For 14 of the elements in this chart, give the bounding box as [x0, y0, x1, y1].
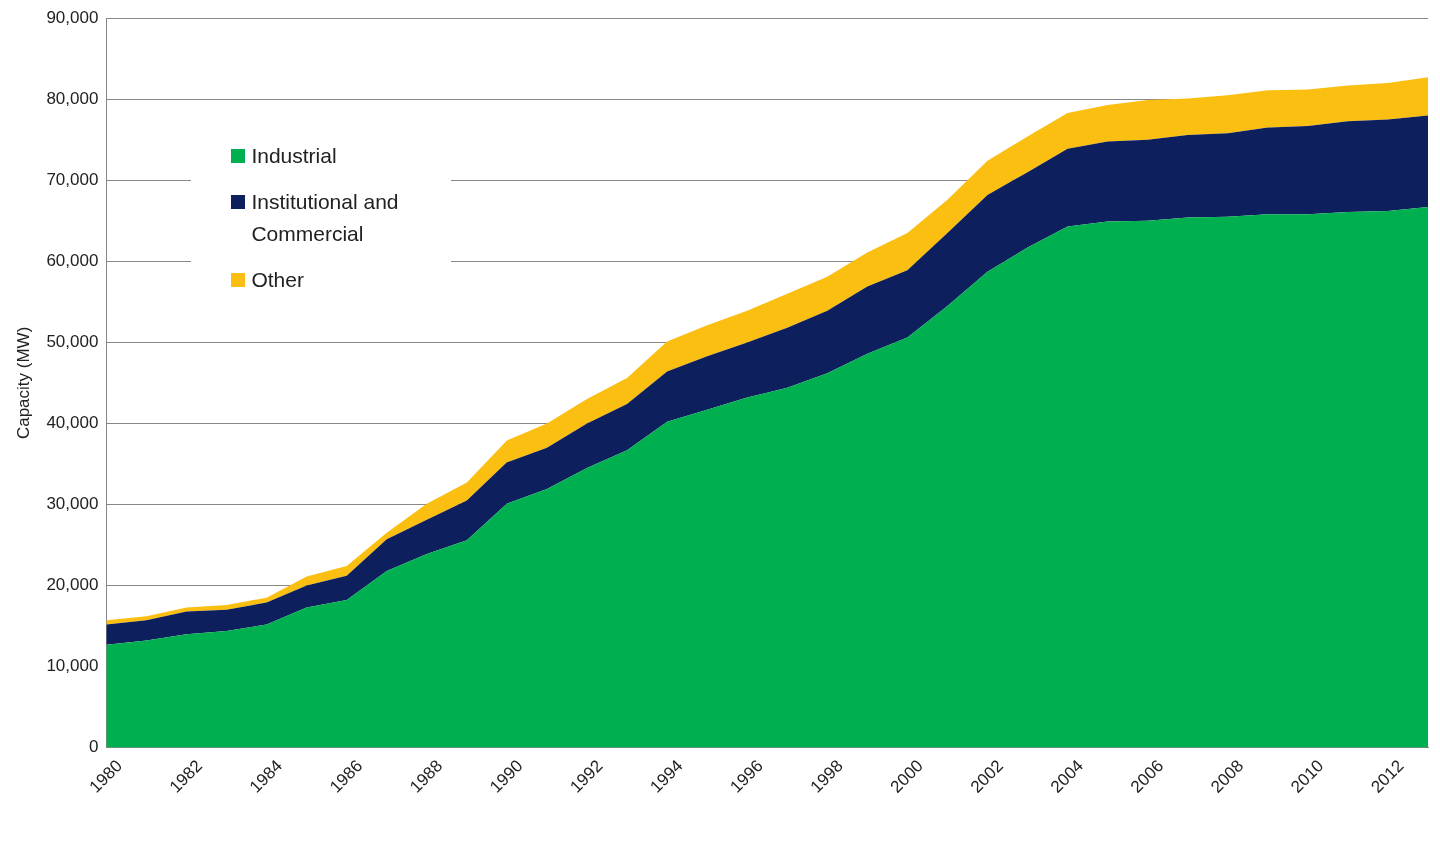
- legend-label: Institutional and Commercial: [251, 189, 400, 248]
- y-tick-label: 90,000: [46, 7, 99, 27]
- y-tick-label: 60,000: [46, 251, 99, 271]
- y-tick-label: 10,000: [46, 656, 99, 676]
- y-tick-label: 0: [88, 737, 99, 757]
- legend-label: Industrial: [251, 143, 337, 170]
- y-tick-label: 20,000: [46, 575, 99, 595]
- y-tick-label: 80,000: [46, 88, 99, 108]
- y-tick-label: 30,000: [46, 494, 99, 514]
- y-tick-label: 50,000: [46, 332, 99, 352]
- y-axis-title: Capacity (MW): [13, 326, 33, 440]
- legend-label: Other: [251, 267, 304, 294]
- y-tick-label: 40,000: [46, 413, 99, 433]
- y-tick-label: 70,000: [46, 169, 99, 189]
